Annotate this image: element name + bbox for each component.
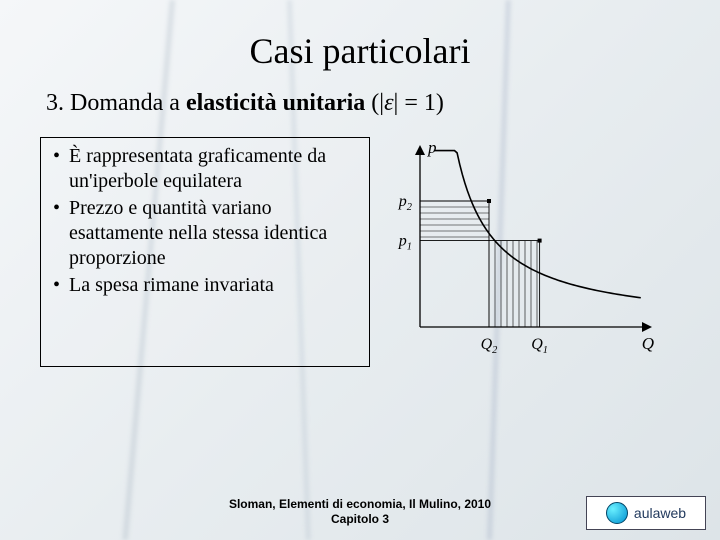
svg-text:p: p (427, 138, 437, 157)
svg-text:Q2: Q2 (481, 336, 498, 356)
svg-text:p1: p1 (398, 233, 412, 253)
list-item: È rappresentata graficamente da un'iperb… (51, 144, 361, 194)
bullet-list: È rappresentata graficamente da un'iperb… (40, 137, 370, 367)
list-item: Prezzo e quantità variano esattamente ne… (51, 196, 361, 271)
svg-text:Q: Q (642, 334, 654, 353)
svg-text:p2: p2 (398, 193, 412, 213)
list-item: La spesa rimane invariata (51, 273, 361, 298)
svg-text:Q1: Q1 (531, 336, 548, 356)
section-heading: 3. Domanda a elasticità unitaria (|ε| = … (40, 90, 680, 117)
page-title: Casi particolari (40, 30, 680, 72)
demand-chart: p Qp2 p1 Q2 Q1 (390, 137, 680, 367)
aulaweb-logo: aulaweb (586, 496, 706, 530)
globe-icon (606, 502, 628, 524)
